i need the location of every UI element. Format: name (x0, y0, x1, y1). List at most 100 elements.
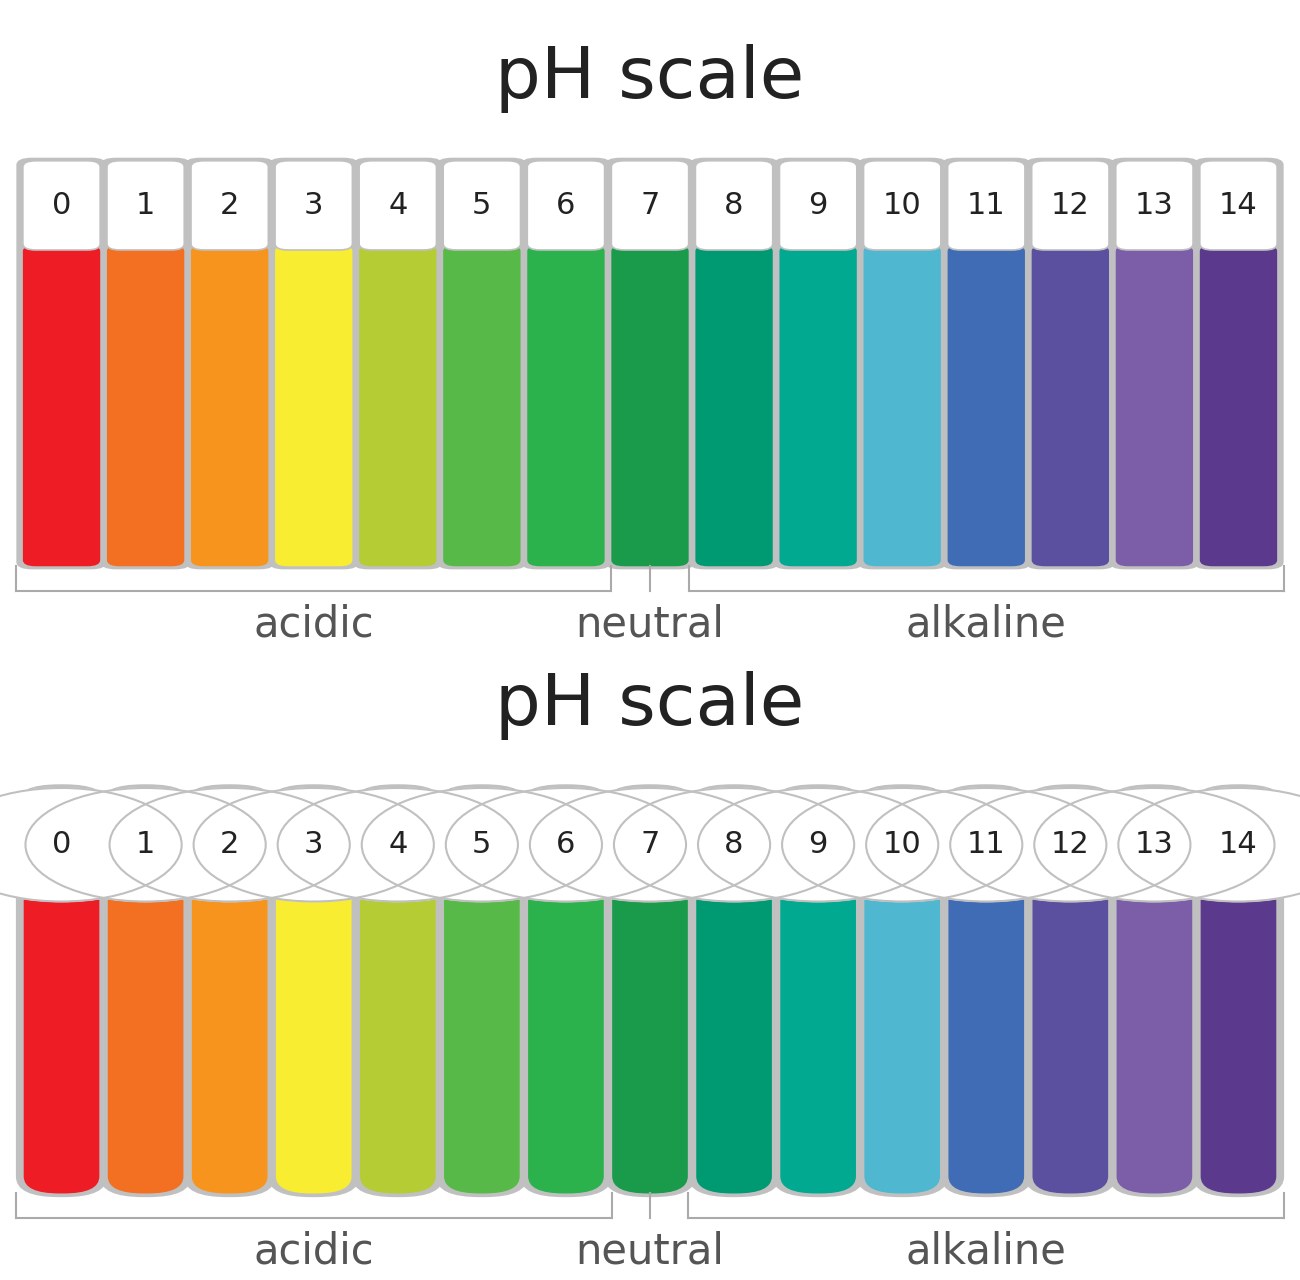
Text: 12: 12 (1050, 831, 1089, 859)
FancyBboxPatch shape (352, 157, 443, 570)
FancyBboxPatch shape (443, 161, 520, 250)
Text: 3: 3 (304, 191, 324, 220)
FancyBboxPatch shape (100, 785, 191, 1197)
FancyBboxPatch shape (1109, 157, 1200, 570)
FancyBboxPatch shape (774, 157, 863, 570)
FancyBboxPatch shape (863, 161, 941, 250)
FancyBboxPatch shape (23, 161, 100, 250)
Circle shape (866, 788, 1106, 901)
FancyBboxPatch shape (1026, 157, 1115, 570)
FancyBboxPatch shape (948, 244, 1024, 566)
FancyBboxPatch shape (857, 157, 948, 570)
Circle shape (1118, 788, 1300, 901)
Text: alkaline: alkaline (906, 603, 1067, 645)
Text: 11: 11 (967, 831, 1006, 859)
FancyBboxPatch shape (772, 785, 863, 1197)
FancyBboxPatch shape (16, 785, 107, 1197)
Text: 14: 14 (1219, 191, 1258, 220)
Text: 8: 8 (724, 191, 744, 220)
FancyBboxPatch shape (1200, 161, 1277, 250)
FancyBboxPatch shape (185, 157, 274, 570)
FancyBboxPatch shape (107, 161, 185, 250)
FancyBboxPatch shape (528, 810, 603, 1193)
Text: 11: 11 (967, 191, 1006, 220)
FancyBboxPatch shape (17, 157, 107, 570)
Text: 2: 2 (220, 831, 239, 859)
FancyBboxPatch shape (604, 785, 696, 1197)
FancyBboxPatch shape (276, 244, 352, 566)
Text: 1: 1 (136, 831, 155, 859)
FancyBboxPatch shape (857, 785, 948, 1197)
FancyBboxPatch shape (941, 157, 1031, 570)
FancyBboxPatch shape (445, 810, 520, 1193)
FancyBboxPatch shape (1115, 244, 1193, 566)
Circle shape (614, 788, 854, 901)
Text: 0: 0 (52, 831, 72, 859)
Text: 6: 6 (556, 191, 576, 220)
FancyBboxPatch shape (352, 785, 443, 1197)
FancyBboxPatch shape (276, 161, 352, 250)
FancyBboxPatch shape (23, 244, 100, 566)
FancyBboxPatch shape (941, 785, 1032, 1197)
Circle shape (530, 788, 770, 901)
Text: acidic: acidic (254, 1230, 374, 1272)
FancyBboxPatch shape (949, 810, 1024, 1193)
FancyBboxPatch shape (192, 810, 268, 1193)
FancyBboxPatch shape (1032, 810, 1108, 1193)
Circle shape (361, 788, 602, 901)
FancyBboxPatch shape (521, 157, 611, 570)
Text: 8: 8 (724, 831, 744, 859)
FancyBboxPatch shape (437, 157, 526, 570)
FancyBboxPatch shape (689, 785, 780, 1197)
FancyBboxPatch shape (864, 810, 940, 1193)
Circle shape (109, 788, 350, 901)
FancyBboxPatch shape (612, 810, 688, 1193)
FancyBboxPatch shape (23, 810, 99, 1193)
Circle shape (783, 788, 1022, 901)
FancyBboxPatch shape (108, 810, 183, 1193)
Text: alkaline: alkaline (906, 1230, 1067, 1272)
FancyBboxPatch shape (191, 244, 268, 566)
FancyBboxPatch shape (611, 244, 689, 566)
Text: pH scale: pH scale (495, 44, 805, 113)
Text: neutral: neutral (576, 603, 724, 645)
FancyBboxPatch shape (528, 161, 605, 250)
FancyBboxPatch shape (107, 244, 185, 566)
FancyBboxPatch shape (1032, 161, 1109, 250)
Text: 4: 4 (389, 831, 407, 859)
FancyBboxPatch shape (1024, 785, 1115, 1197)
Text: 13: 13 (1135, 831, 1174, 859)
Text: 3: 3 (304, 831, 324, 859)
Text: 14: 14 (1219, 831, 1258, 859)
FancyBboxPatch shape (780, 810, 855, 1193)
Text: 13: 13 (1135, 191, 1174, 220)
Text: 2: 2 (220, 191, 239, 220)
FancyBboxPatch shape (611, 161, 689, 250)
FancyBboxPatch shape (1109, 785, 1200, 1197)
Text: 1: 1 (136, 191, 155, 220)
Circle shape (950, 788, 1191, 901)
FancyBboxPatch shape (520, 785, 611, 1197)
Circle shape (446, 788, 686, 901)
FancyBboxPatch shape (359, 244, 437, 566)
FancyBboxPatch shape (360, 810, 436, 1193)
Text: 7: 7 (641, 831, 659, 859)
FancyBboxPatch shape (604, 157, 696, 570)
FancyBboxPatch shape (276, 810, 351, 1193)
FancyBboxPatch shape (1200, 244, 1277, 566)
FancyBboxPatch shape (191, 161, 268, 250)
FancyBboxPatch shape (437, 785, 528, 1197)
FancyBboxPatch shape (948, 161, 1024, 250)
FancyBboxPatch shape (696, 161, 772, 250)
Circle shape (278, 788, 517, 901)
Text: 7: 7 (641, 191, 659, 220)
Text: 5: 5 (472, 191, 491, 220)
FancyBboxPatch shape (268, 785, 359, 1197)
FancyBboxPatch shape (1115, 161, 1193, 250)
Text: acidic: acidic (254, 603, 374, 645)
FancyBboxPatch shape (780, 161, 857, 250)
FancyBboxPatch shape (443, 244, 520, 566)
Circle shape (1035, 788, 1274, 901)
Text: 4: 4 (389, 191, 407, 220)
Text: 6: 6 (556, 831, 576, 859)
